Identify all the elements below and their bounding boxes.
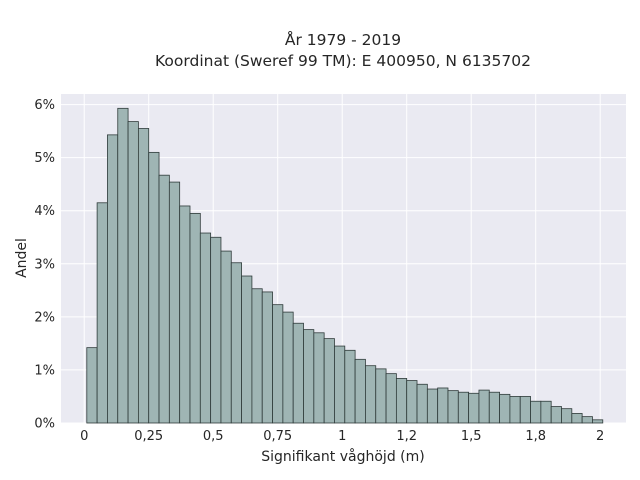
histogram-bar bbox=[457, 391, 470, 424]
histogram-bar bbox=[530, 400, 542, 424]
x-tick-label: 0,25 bbox=[134, 429, 163, 444]
histogram-bar bbox=[406, 380, 418, 424]
x-tick-label: 1 bbox=[338, 429, 346, 444]
chart-title: År 1979 - 2019 bbox=[285, 30, 401, 49]
histogram-bar bbox=[426, 388, 439, 424]
histogram-bar bbox=[365, 365, 377, 424]
histogram-bar bbox=[447, 390, 459, 424]
histogram-bar bbox=[96, 202, 108, 424]
histogram-bar bbox=[313, 332, 325, 424]
histogram-bar bbox=[137, 128, 150, 424]
histogram-bar bbox=[127, 121, 139, 424]
histogram-bar bbox=[148, 151, 160, 424]
histogram-bar bbox=[323, 338, 335, 424]
y-axis-ticks: 0% 1% 2% 3% 4% 5% 6% bbox=[34, 98, 55, 431]
histogram-bar bbox=[189, 212, 201, 424]
histogram-bar bbox=[261, 291, 273, 424]
histogram-bar bbox=[478, 389, 490, 424]
y-tick-label: 5% bbox=[34, 151, 55, 166]
histogram-bar bbox=[385, 373, 397, 424]
histogram-bar bbox=[354, 358, 366, 424]
histogram-bar bbox=[375, 368, 387, 424]
histogram-bar bbox=[519, 396, 531, 424]
histogram-bar bbox=[272, 304, 284, 424]
y-tick-label: 6% bbox=[34, 98, 55, 113]
x-tick-label: 1,8 bbox=[525, 429, 546, 444]
y-tick-label: 3% bbox=[34, 257, 55, 272]
histogram-bar bbox=[437, 387, 449, 424]
bars bbox=[86, 107, 604, 424]
histogram-bar bbox=[416, 383, 428, 424]
histogram-bar bbox=[395, 378, 408, 424]
histogram-bar bbox=[550, 406, 562, 424]
y-tick-label: 2% bbox=[34, 310, 55, 325]
histogram-bar bbox=[282, 311, 294, 424]
histogram-bar bbox=[540, 400, 552, 424]
chart-subtitle: Koordinat (Sweref 99 TM): E 400950, N 61… bbox=[155, 52, 531, 70]
x-tick-label: 0,75 bbox=[263, 429, 292, 444]
histogram-bar bbox=[241, 275, 253, 424]
x-tick-label: 0,5 bbox=[203, 429, 224, 444]
y-tick-label: 1% bbox=[34, 363, 55, 378]
histogram-bar bbox=[230, 262, 242, 424]
histogram-bar bbox=[251, 288, 263, 424]
histogram-bar bbox=[468, 392, 480, 424]
histogram-bar bbox=[86, 347, 98, 424]
histogram-bar bbox=[168, 181, 181, 424]
histogram-bar bbox=[499, 393, 511, 424]
x-tick-label: 1,5 bbox=[461, 429, 482, 444]
histogram-bar bbox=[158, 174, 170, 424]
x-tick-label: 0 bbox=[80, 429, 88, 444]
histogram-bar bbox=[509, 396, 521, 424]
histogram-bar bbox=[303, 329, 315, 424]
histogram-bar bbox=[220, 250, 232, 424]
histogram-bar bbox=[592, 419, 604, 424]
histogram-bar bbox=[107, 134, 119, 424]
y-axis-label: Andel bbox=[14, 238, 30, 278]
x-axis-ticks: 0 0,25 0,5 0,75 1 1,2 1,5 1,8 2 bbox=[80, 429, 604, 444]
histogram-bar bbox=[488, 391, 500, 424]
histogram-bar bbox=[344, 349, 356, 424]
histogram-bar bbox=[179, 205, 191, 424]
histogram-bar bbox=[117, 107, 129, 424]
histogram-bar bbox=[581, 416, 593, 424]
histogram-bar bbox=[334, 345, 346, 424]
x-tick-label: 2 bbox=[596, 429, 604, 444]
histogram-bar bbox=[292, 322, 304, 424]
y-tick-label: 4% bbox=[34, 204, 55, 219]
histogram-bar bbox=[210, 236, 222, 424]
y-tick-label: 0% bbox=[34, 417, 55, 432]
x-tick-label: 1,2 bbox=[396, 429, 417, 444]
histogram-bar bbox=[199, 232, 212, 424]
x-axis-label: Signifikant våghöjd (m) bbox=[261, 448, 424, 465]
histogram-bar bbox=[571, 413, 583, 424]
histogram-bar bbox=[561, 408, 573, 424]
